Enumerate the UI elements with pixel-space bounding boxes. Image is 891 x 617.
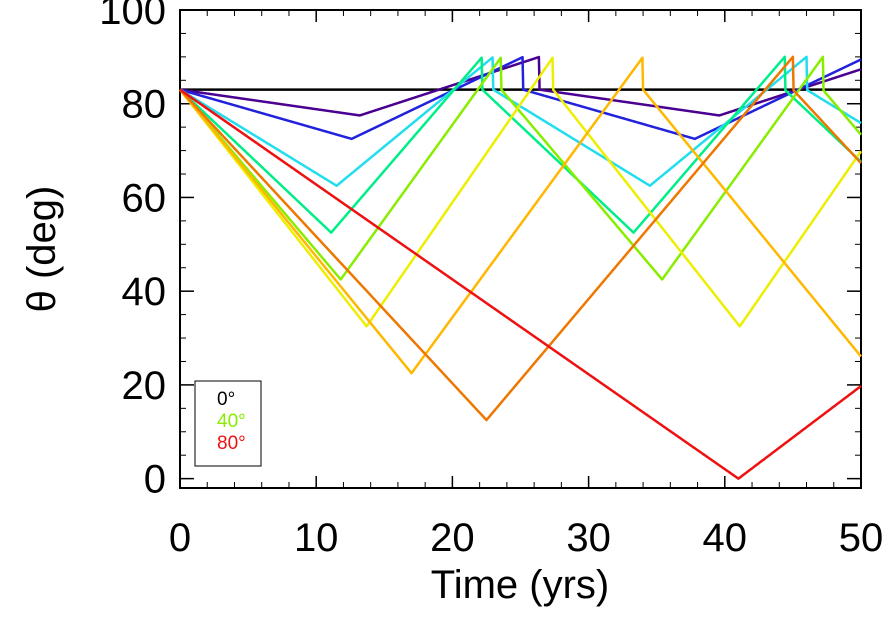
series-line: [179, 56, 862, 375]
y-tick-label: 0: [144, 458, 166, 502]
x-tick-label: 10: [294, 516, 339, 560]
legend: 0°40°80°: [194, 380, 262, 467]
y-tick-label: 40: [122, 270, 167, 314]
legend-box: [194, 380, 262, 467]
legend-entry: 80°: [217, 433, 246, 454]
series-line: [179, 55, 862, 234]
minor-ticks: [179, 9, 862, 488]
x-tick-label: 40: [703, 516, 748, 560]
y-tick-label: 80: [122, 83, 167, 127]
plot-frame: [179, 9, 862, 489]
series-line: [179, 56, 863, 328]
series-line: [179, 55, 862, 187]
y-axis-label: θ (deg): [20, 186, 64, 313]
series-layer: [179, 55, 863, 480]
series-line: [179, 55, 862, 422]
series-line: [179, 88, 862, 480]
tick-labels: 0 10 20 30 40 50 0 20 40 60 80 100: [99, 0, 883, 560]
y-tick-label: 20: [122, 364, 167, 408]
x-tick-label: 30: [566, 516, 611, 560]
y-tick-label: 100: [99, 0, 166, 33]
legend-entry: 0°: [217, 389, 235, 410]
x-tick-label: 0: [169, 516, 191, 560]
x-axis-label: Time (yrs): [431, 563, 609, 607]
x-tick-label: 50: [839, 516, 884, 560]
y-tick-label: 60: [122, 176, 167, 220]
series-line: [179, 55, 862, 281]
series-line: [179, 55, 862, 141]
x-tick-label: 20: [430, 516, 475, 560]
legend-entry: 40°: [217, 411, 246, 432]
